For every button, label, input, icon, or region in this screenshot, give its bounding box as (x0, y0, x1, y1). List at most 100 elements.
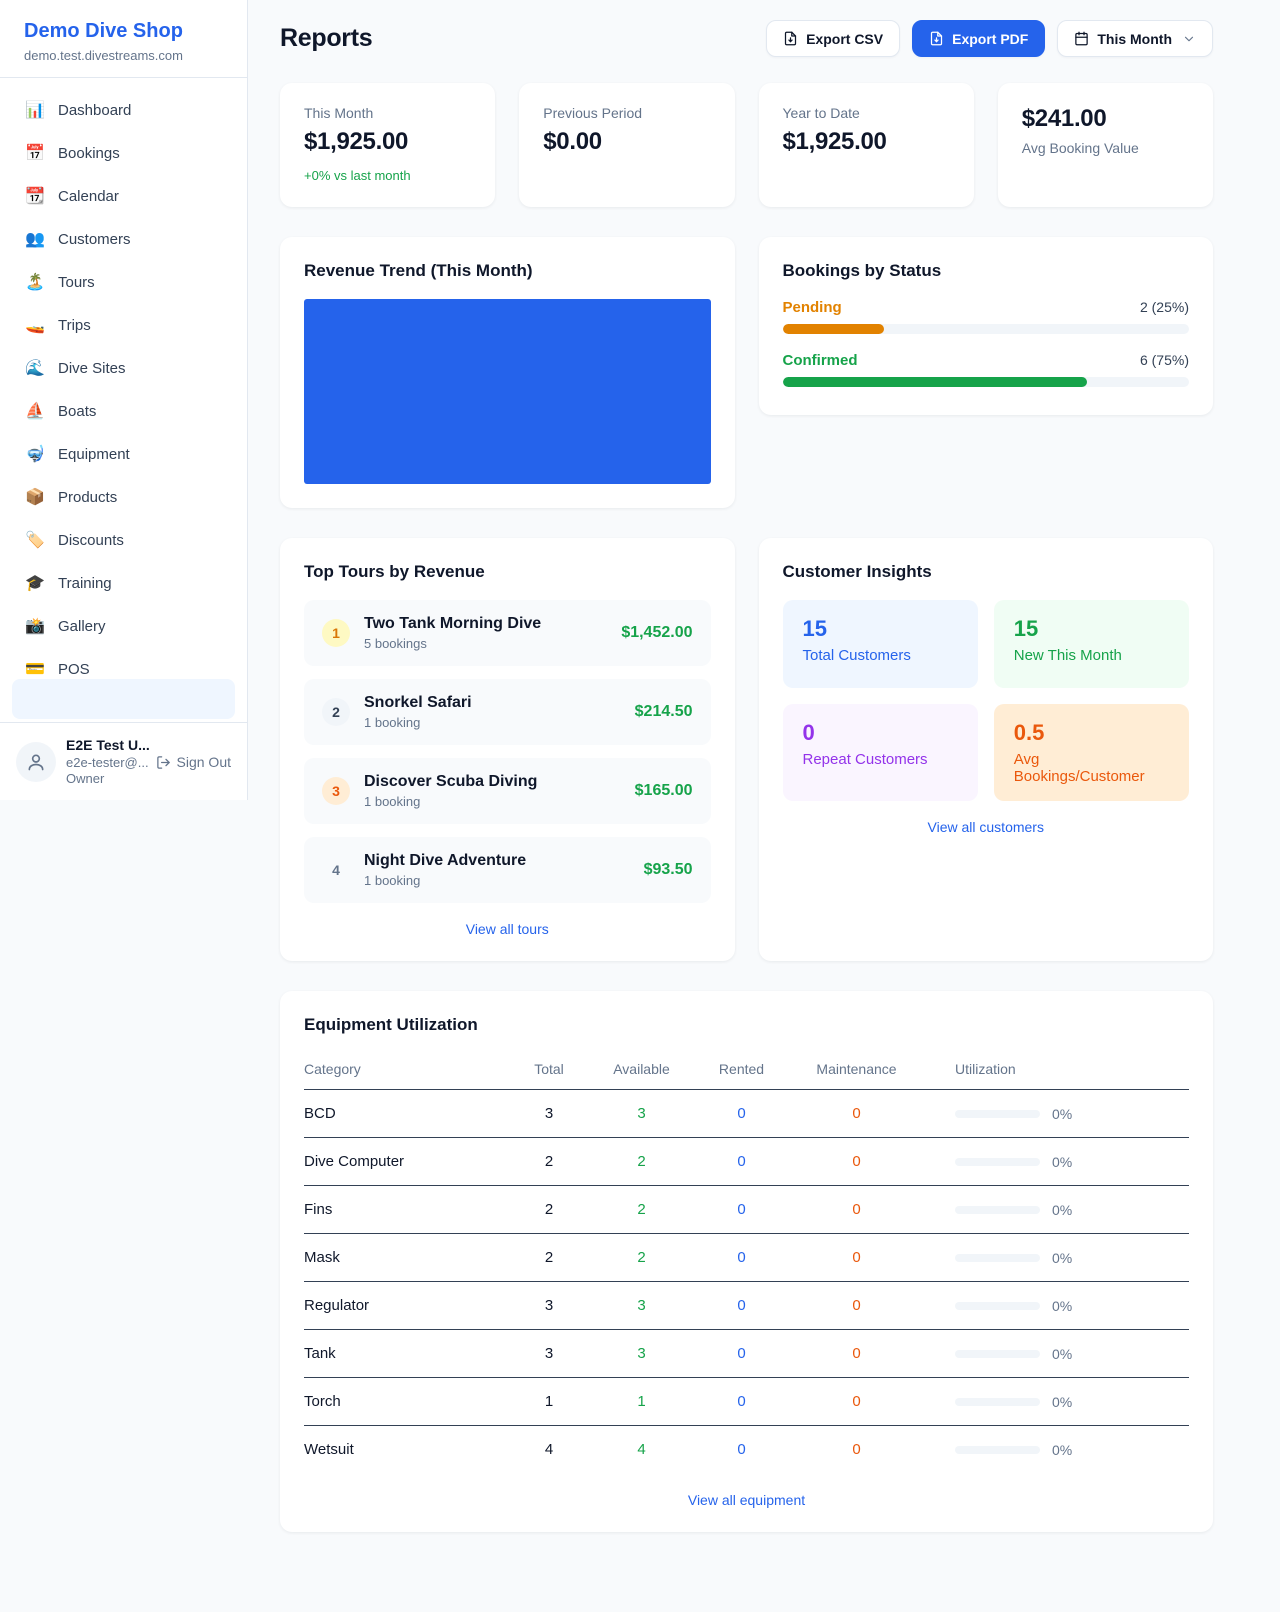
sign-out-button[interactable]: Sign Out (156, 754, 231, 770)
utilization-bar (955, 1109, 1040, 1118)
bar-chart-icon: 📊 (25, 102, 45, 119)
tour-bookings: 1 booking (364, 794, 421, 809)
nav-item-label: Calendar (58, 187, 119, 205)
equipment-rented: 0 (689, 1281, 794, 1330)
equipment-rented: 0 (689, 1233, 794, 1282)
utilization-bar (955, 1397, 1040, 1406)
equipment-row: Fins 2 2 0 0 0% (304, 1185, 1189, 1234)
sidebar-item-pos[interactable]: 💳 POS (12, 649, 235, 679)
insight-tiles: 15 Total Customers 15 New This Month 0 R… (782, 600, 1189, 801)
main-content: Reports Export CSV Export PDF This Month (248, 0, 1280, 1612)
equipment-category: Mask (304, 1233, 504, 1282)
sidebar-item-equipment[interactable]: 🤿 Equipment (12, 434, 235, 474)
calendar-icon: 📅 (25, 145, 45, 162)
bookings-by-status-card: Bookings by Status Pending 2 (25%) (758, 237, 1213, 415)
status-bar-track (782, 377, 1189, 387)
insight-label: Total Customers (802, 647, 911, 664)
utilization-percent: 0% (1052, 1441, 1073, 1458)
shop-name: Demo Dive Shop (24, 20, 183, 42)
equipment-rented: 0 (737, 1441, 746, 1459)
sidebar-item-trips[interactable]: 🚤 Trips (12, 305, 235, 345)
col-maintenance: Maintenance (794, 1053, 919, 1090)
view-all-equipment-link[interactable]: View all equipment (304, 1492, 1189, 1508)
sidebar-item-products[interactable]: 📦 Products (12, 477, 235, 517)
rank-badge: 4 (332, 862, 340, 878)
equipment-maintenance: 0 (852, 1441, 861, 1459)
insight-tile: 0.5 Avg Bookings/Customer (993, 704, 1189, 801)
export-pdf-button[interactable]: Export PDF (912, 20, 1046, 57)
revenue-trend-card: Revenue Trend (This Month) (280, 237, 735, 508)
equipment-category: Fins (304, 1185, 504, 1234)
rank-badge: 3 (322, 777, 350, 805)
shop-domain: demo.test.divestreams.com (24, 48, 183, 63)
tag-icon: 🏷️ (25, 532, 45, 549)
utilization-bar (955, 1157, 1040, 1166)
equipment-total: 2 (504, 1137, 594, 1186)
page-title: Reports (280, 24, 373, 52)
tour-name: Discover Scuba Diving (364, 773, 538, 790)
sidebar-user-panel: E2E Test U... e2e-tester@... Sign Out Ow… (0, 722, 247, 800)
equipment-available: 1 (594, 1377, 689, 1426)
equipment-available: 3 (594, 1089, 689, 1138)
equipment-rented: 0 (689, 1137, 794, 1186)
insight-label: Avg Bookings/Customer (1013, 751, 1145, 785)
tour-row: 4 Night Dive Adventure 1 booking $93.50 (304, 837, 711, 903)
stat-card: This Month $1,925.00 +0% vs last month (280, 83, 496, 207)
col-utilization: Utilization (919, 1053, 1189, 1090)
equipment-row: Mask 2 2 0 0 0% (304, 1233, 1189, 1282)
revenue-trend-chart (304, 299, 711, 484)
sidebar-item-customers[interactable]: 👥 Customers (12, 219, 235, 259)
sidebar-item-calendar[interactable]: 📆 Calendar (12, 176, 235, 216)
nav-item-label: Dashboard (58, 101, 132, 119)
sidebar-item-discounts[interactable]: 🏷️ Discounts (12, 520, 235, 560)
stats-row: This Month $1,925.00 +0% vs last month P… (280, 83, 1213, 207)
view-all-customers-link[interactable]: View all customers (783, 819, 1190, 835)
customer-insights-card: Customer Insights 15 Total Customers 15 … (758, 538, 1213, 961)
nav-item-label: Gallery (58, 617, 106, 635)
sidebar-item-gallery[interactable]: 📸 Gallery (12, 606, 235, 646)
insight-tile: 0 Repeat Customers (782, 704, 978, 801)
tour-name: Night Dive Adventure (364, 852, 527, 869)
export-csv-label: Export CSV (806, 30, 884, 47)
equipment-available: 2 (594, 1185, 689, 1234)
equipment-maintenance: 0 (794, 1233, 919, 1282)
sidebar-item-tours[interactable]: 🏝️ Tours (12, 262, 235, 302)
nav-item-label: Trips (58, 316, 91, 334)
status-value: 6 (75%) (1139, 352, 1189, 368)
equipment-total: 1 (504, 1377, 594, 1426)
sidebar-item-bookings[interactable]: 📅 Bookings (12, 133, 235, 173)
sidebar-item-dive-sites[interactable]: 🌊 Dive Sites (12, 348, 235, 388)
utilization-percent: 0% (1052, 1345, 1073, 1362)
chevron-down-icon (1184, 36, 1194, 41)
view-all-tours-link[interactable]: View all tours (304, 921, 711, 937)
equipment-total: 2 (504, 1185, 594, 1234)
sidebar-item-boats[interactable]: ⛵ Boats (12, 391, 235, 431)
sidebar-item-dashboard[interactable]: 📊 Dashboard (12, 90, 235, 130)
nav-item-label: Boats (58, 402, 97, 420)
equipment-row: Regulator 3 3 0 0 0% (304, 1281, 1189, 1330)
equipment-maintenance: 0 (794, 1185, 919, 1234)
nav-item-label: Dive Sites (58, 359, 126, 377)
utilization-percent: 0% (1052, 1297, 1073, 1314)
utilization-percent: 0% (1052, 1249, 1073, 1266)
sign-out-label: Sign Out (176, 754, 231, 770)
equipment-category: BCD (304, 1089, 504, 1138)
status-bar-fill (782, 377, 1088, 387)
period-dropdown[interactable]: This Month (1057, 20, 1213, 57)
sidebar-item-reports-active[interactable] (12, 679, 235, 719)
insight-label: Repeat Customers (802, 751, 928, 768)
calendar-icon (1075, 31, 1089, 46)
equipment-utilization-card: Equipment Utilization Category Total Ava… (280, 991, 1213, 1532)
equipment-row: Torch 1 1 0 0 0% (304, 1377, 1189, 1426)
status-row: Confirmed 6 (75%) (782, 352, 1189, 387)
utilization-bar (955, 1205, 1040, 1214)
export-csv-button[interactable]: Export CSV (766, 20, 901, 57)
customer-insights-title: Customer Insights (782, 562, 932, 581)
equipment-available: 3 (594, 1281, 689, 1330)
tour-revenue: $93.50 (643, 861, 693, 878)
island-icon: 🏝️ (25, 274, 45, 291)
sidebar-item-training[interactable]: 🎓 Training (12, 563, 235, 603)
equipment-maintenance: 0 (794, 1377, 919, 1426)
equipment-available: 2 (594, 1233, 689, 1282)
utilization-bar (955, 1445, 1040, 1454)
